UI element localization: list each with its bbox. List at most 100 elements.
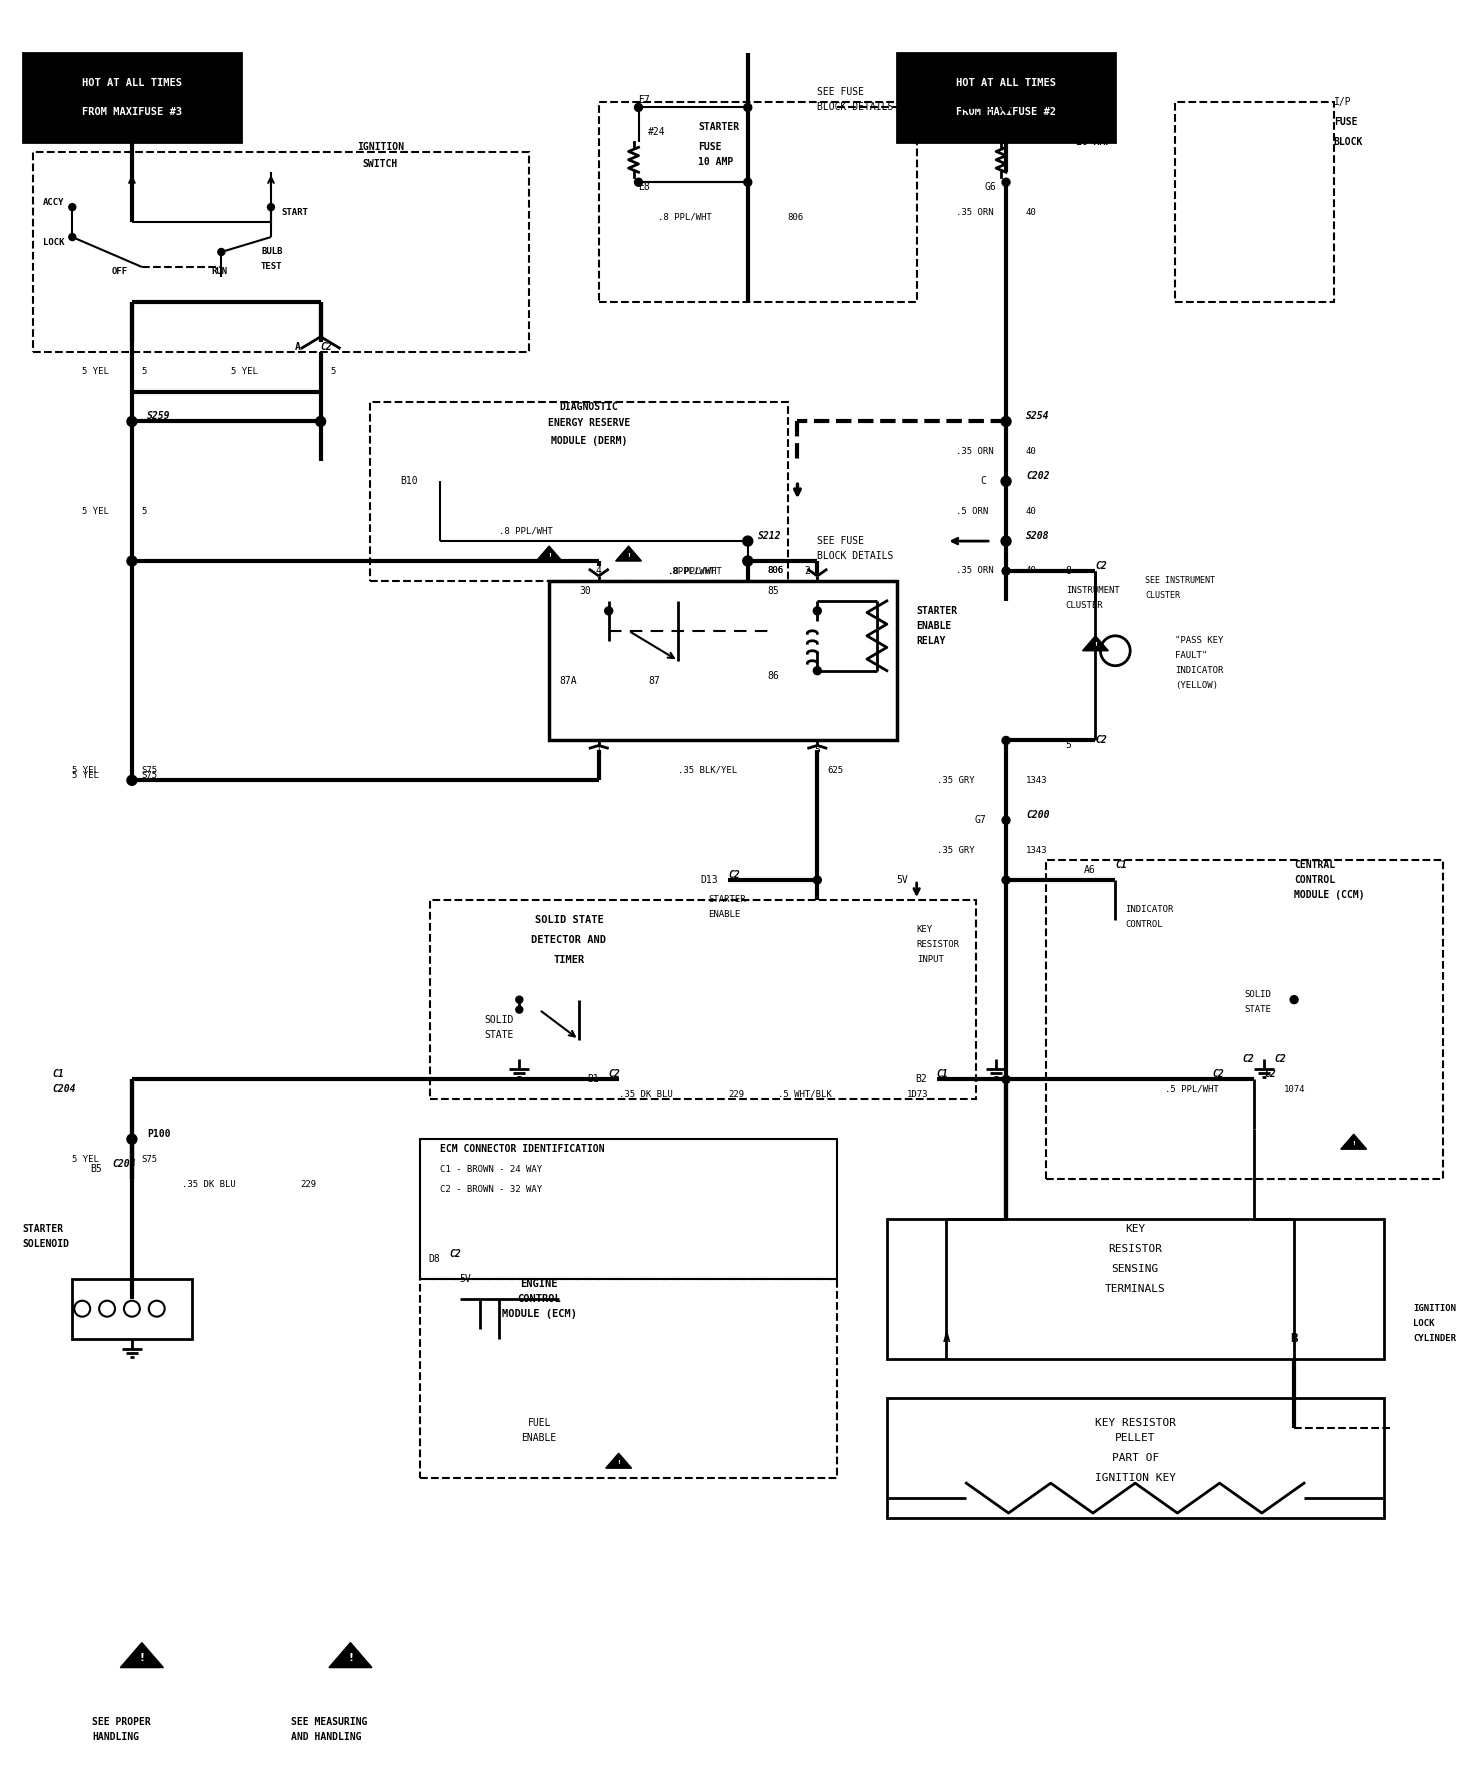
Text: KEY: KEY — [1125, 1225, 1145, 1234]
Polygon shape — [1341, 1134, 1367, 1150]
Text: 86: 86 — [767, 671, 779, 680]
Text: .8PPL/WHT: .8PPL/WHT — [669, 566, 717, 575]
Text: TIMER: TIMER — [553, 954, 585, 965]
Text: G5: G5 — [985, 103, 997, 112]
Text: TEST: TEST — [262, 262, 282, 272]
Text: 5 YEL: 5 YEL — [72, 1155, 98, 1164]
Text: .8 PPL/WHT: .8 PPL/WHT — [500, 527, 553, 536]
Text: STATE: STATE — [485, 1029, 514, 1040]
Text: .35 ORN: .35 ORN — [957, 447, 994, 456]
Circle shape — [813, 607, 822, 614]
Text: BLOCK DETAILS: BLOCK DETAILS — [817, 103, 894, 112]
Text: P100: P100 — [147, 1129, 171, 1139]
Text: KEY: KEY — [917, 926, 933, 934]
Bar — [1175, 103, 1333, 303]
Text: SOLID STATE: SOLID STATE — [535, 915, 603, 926]
Text: C2: C2 — [1274, 1054, 1286, 1064]
Text: CLUSTER: CLUSTER — [1066, 602, 1104, 611]
Text: !: ! — [1352, 1141, 1355, 1146]
Text: !: ! — [140, 1652, 144, 1663]
Circle shape — [742, 555, 753, 566]
Text: BLOCK DETAILS: BLOCK DETAILS — [817, 552, 894, 561]
Bar — [22, 53, 241, 142]
Text: C1: C1 — [53, 1070, 65, 1079]
Circle shape — [1001, 536, 1011, 546]
Text: ECM CONNECTOR IDENTIFICATION: ECM CONNECTOR IDENTIFICATION — [440, 1145, 604, 1153]
Text: .35 DK BLU: .35 DK BLU — [619, 1089, 672, 1098]
Text: 625: 625 — [828, 765, 844, 774]
Text: C2: C2 — [320, 342, 332, 352]
Text: CONTROL: CONTROL — [1125, 920, 1163, 929]
Text: 87: 87 — [648, 676, 660, 685]
Text: CENTRAL: CENTRAL — [1294, 860, 1335, 870]
Circle shape — [813, 876, 822, 885]
Text: CLUSTER: CLUSTER — [1145, 591, 1180, 600]
Text: A: A — [295, 342, 301, 352]
Text: 5V: 5V — [897, 876, 908, 885]
Text: ACCY: ACCY — [43, 198, 65, 206]
Circle shape — [1003, 1075, 1010, 1084]
Text: (YELLOW): (YELLOW) — [1175, 682, 1219, 691]
Text: ENABLE: ENABLE — [709, 910, 741, 920]
Text: STARTER: STARTER — [917, 605, 958, 616]
Text: B10: B10 — [400, 477, 417, 486]
Text: KEY RESISTOR: KEY RESISTOR — [1095, 1419, 1176, 1428]
Circle shape — [1003, 178, 1010, 187]
Text: CLUSTER: CLUSTER — [1076, 107, 1117, 117]
Text: .35 GRY: .35 GRY — [936, 776, 975, 785]
Text: 5: 5 — [141, 507, 147, 516]
Text: .5 ORN: .5 ORN — [957, 507, 989, 516]
Circle shape — [813, 668, 822, 675]
Text: SEE MEASURING: SEE MEASURING — [291, 1718, 368, 1727]
Text: INDICATOR: INDICATOR — [1175, 666, 1223, 675]
Text: SEE FUSE: SEE FUSE — [817, 536, 864, 546]
Text: 229: 229 — [728, 1089, 744, 1098]
Text: SEE INSTRUMENT: SEE INSTRUMENT — [1145, 577, 1216, 586]
Text: FUSE: FUSE — [698, 142, 722, 153]
Text: C1: C1 — [1116, 860, 1127, 870]
Text: 806: 806 — [767, 566, 784, 575]
Text: SENSING: SENSING — [1111, 1264, 1158, 1274]
Text: E7: E7 — [638, 96, 650, 105]
Text: #33: #33 — [1016, 123, 1033, 132]
Text: STARTER: STARTER — [709, 895, 745, 904]
Text: 30: 30 — [579, 586, 591, 596]
Circle shape — [1003, 876, 1010, 885]
Text: B: B — [1291, 1331, 1298, 1346]
Bar — [429, 901, 976, 1100]
Text: C: C — [980, 477, 986, 486]
Polygon shape — [606, 1452, 632, 1468]
Text: C2: C2 — [728, 870, 739, 879]
Text: HOT AT ALL TIMES: HOT AT ALL TIMES — [82, 78, 182, 87]
Text: C2: C2 — [609, 1070, 620, 1079]
Text: B5: B5 — [90, 1164, 101, 1175]
Text: PELLET: PELLET — [1114, 1433, 1155, 1444]
Text: IGNITION: IGNITION — [1413, 1305, 1457, 1314]
Text: MODULE (DERM): MODULE (DERM) — [551, 436, 628, 447]
Text: 87A: 87A — [559, 676, 576, 685]
Circle shape — [635, 178, 642, 187]
Text: C2: C2 — [1264, 1070, 1276, 1079]
Bar — [886, 1219, 1383, 1358]
Text: 5 YEL: 5 YEL — [82, 507, 109, 516]
Text: 1074: 1074 — [1285, 1084, 1305, 1095]
Text: BULB: BULB — [262, 247, 282, 256]
Text: S75: S75 — [141, 771, 157, 780]
Text: IGNITION KEY: IGNITION KEY — [1095, 1474, 1176, 1483]
Text: .35 ORN: .35 ORN — [957, 566, 994, 575]
Text: RESISTOR: RESISTOR — [917, 940, 960, 949]
Text: MODULE (CCM): MODULE (CCM) — [1294, 890, 1364, 901]
Text: CYLINDER: CYLINDER — [1413, 1333, 1457, 1344]
Bar — [897, 53, 1116, 142]
Text: "PASS KEY: "PASS KEY — [1175, 635, 1223, 646]
Text: SEE PROPER: SEE PROPER — [93, 1718, 151, 1727]
Circle shape — [126, 776, 137, 785]
Text: !: ! — [548, 552, 551, 557]
Text: ENGINE: ENGINE — [520, 1278, 559, 1289]
Text: A6: A6 — [1083, 865, 1095, 876]
Bar — [598, 103, 917, 303]
Text: S254: S254 — [1026, 411, 1050, 422]
Text: 806: 806 — [788, 212, 804, 221]
Text: SEE FUSE: SEE FUSE — [817, 87, 864, 98]
Text: STARTER: STARTER — [22, 1225, 63, 1234]
